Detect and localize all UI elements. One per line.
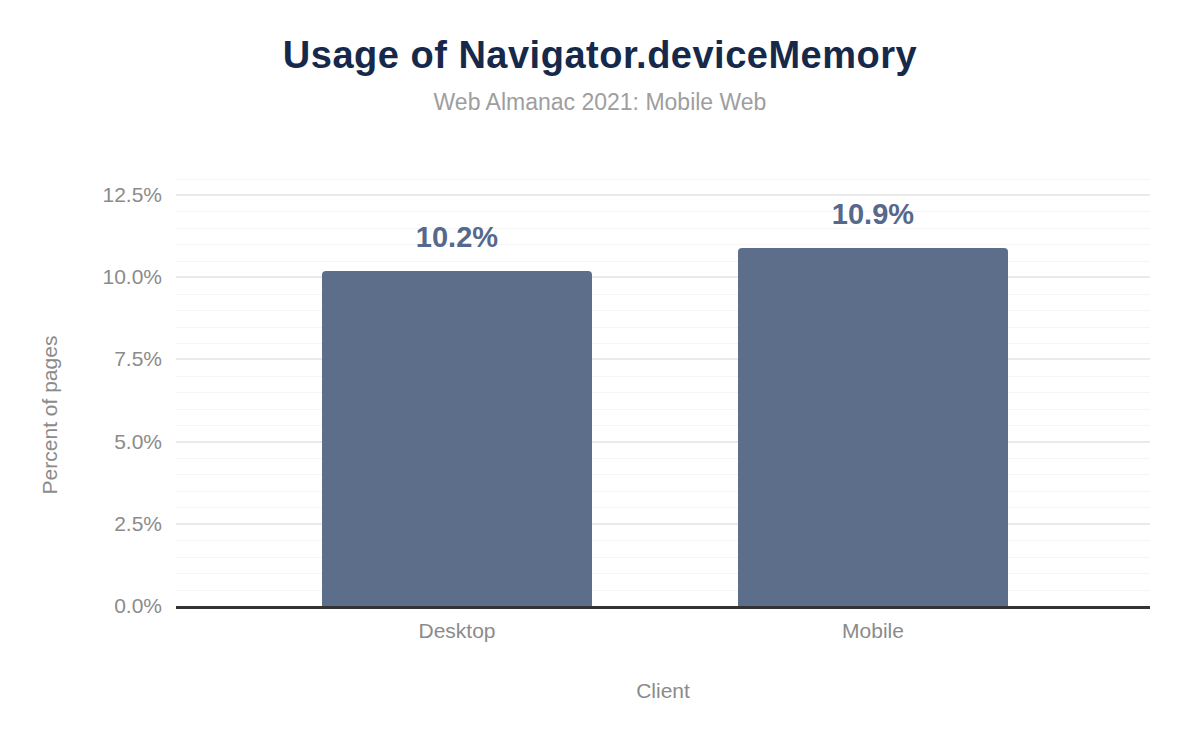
x-axis-title: Client	[636, 680, 690, 702]
bar-value-label: 10.2%	[416, 221, 498, 254]
bar-mobile	[738, 248, 1008, 606]
y-tick-label: 5.0%	[0, 431, 162, 453]
y-tick-label: 0.0%	[0, 595, 162, 617]
x-tick-label-desktop: Desktop	[418, 620, 495, 642]
y-tick-label: 12.5%	[0, 184, 162, 206]
chart-title: Usage of Navigator.deviceMemory	[0, 34, 1200, 77]
y-tick-label: 2.5%	[0, 513, 162, 535]
minor-gridline	[176, 228, 1150, 229]
x-axis-line	[176, 606, 1150, 609]
major-gridline	[176, 194, 1150, 196]
bar-value-label: 10.9%	[832, 198, 914, 231]
plot-area: 10.2% 10.9%	[176, 170, 1150, 606]
bar-chart: Usage of Navigator.deviceMemory Web Alma…	[0, 0, 1200, 742]
y-tick-label: 7.5%	[0, 348, 162, 370]
chart-subtitle: Web Almanac 2021: Mobile Web	[0, 89, 1200, 116]
y-tick-label: 10.0%	[0, 266, 162, 288]
bar-desktop	[322, 271, 592, 606]
minor-gridline	[176, 244, 1150, 245]
minor-gridline	[176, 179, 1150, 180]
minor-gridline	[176, 211, 1150, 212]
x-tick-label-mobile: Mobile	[842, 620, 904, 642]
